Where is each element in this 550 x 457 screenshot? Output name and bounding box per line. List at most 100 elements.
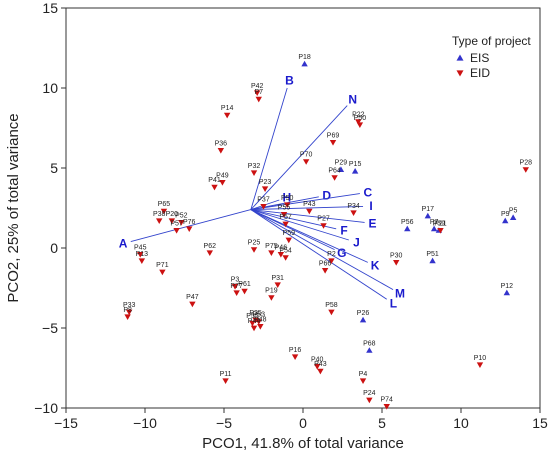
point-label: P37 — [257, 196, 270, 203]
vector-label: C — [363, 185, 372, 199]
point-label: P2 — [327, 251, 336, 258]
point-label: P10 — [474, 355, 487, 362]
point-label: P9 — [501, 211, 510, 218]
data-point — [274, 282, 281, 288]
data-point — [366, 397, 373, 404]
vector-group: A B N H D CIE FJG K ML — [119, 73, 405, 310]
vector-label: L — [390, 297, 397, 311]
x-tick-label: 10 — [453, 415, 469, 431]
x-tick-label: −10 — [133, 415, 157, 431]
point-label: P28 — [520, 160, 533, 167]
data-point — [291, 354, 299, 360]
data-point — [250, 170, 258, 176]
vector-line — [250, 105, 348, 210]
legend-title: Type of project — [452, 34, 531, 48]
legend-label: EID — [470, 66, 490, 80]
point-label: P25 — [248, 240, 261, 247]
x-tick-label: −15 — [54, 415, 78, 431]
data-point — [250, 247, 258, 253]
data-point — [211, 184, 218, 191]
data-point — [124, 314, 131, 320]
point-label: P70 — [300, 152, 313, 159]
data-point — [233, 290, 240, 296]
x-axis-ticks: −15 −10 −5 0 5 10 15 — [54, 408, 548, 431]
vector-label: G — [337, 246, 346, 260]
point-label: P59 — [283, 230, 296, 237]
point-label: P35 — [249, 310, 262, 317]
point-label: P48 — [254, 316, 267, 323]
point-label: P30 — [390, 252, 403, 259]
data-point — [282, 255, 289, 261]
vector-line — [250, 209, 368, 263]
data-point — [306, 208, 313, 215]
data-point — [282, 221, 289, 228]
data-point — [503, 289, 511, 296]
vector-line — [130, 209, 251, 243]
data-point — [317, 368, 324, 375]
data-point — [302, 159, 310, 165]
point-label: P44 — [248, 318, 261, 325]
point-label: P51 — [426, 251, 439, 258]
point-label: P42 — [251, 83, 264, 90]
point-label: P7 — [254, 89, 263, 96]
data-point — [138, 258, 146, 264]
point-label: P47 — [186, 294, 199, 301]
data-point — [252, 317, 259, 324]
vector-line — [250, 209, 394, 290]
point-label: P66 — [319, 260, 332, 267]
data-point — [502, 217, 509, 224]
point-label: P11 — [220, 371, 232, 378]
data-point — [217, 148, 225, 154]
vector-line — [250, 209, 387, 300]
point-label: P38 — [153, 211, 166, 218]
data-point — [424, 212, 432, 219]
point-label: P24 — [363, 390, 376, 397]
point-label: P49 — [216, 172, 229, 179]
vector-label: J — [353, 235, 360, 249]
vector-line — [250, 193, 360, 211]
point-label: P21 — [434, 220, 447, 227]
point-label: P55 — [246, 313, 259, 320]
vector-label: A — [119, 237, 128, 251]
data-point — [222, 378, 229, 384]
data-point — [249, 320, 256, 327]
vector-label: I — [369, 199, 372, 213]
y-axis-ticks: −10 −5 0 5 10 15 — [34, 0, 66, 416]
point-label: P56 — [401, 219, 414, 226]
point-label: P36 — [215, 140, 228, 147]
vector-label: N — [348, 93, 357, 107]
data-point — [260, 204, 267, 210]
data-point — [509, 214, 517, 220]
vector-line — [250, 209, 365, 223]
point-label: P29 — [335, 160, 348, 167]
data-point — [189, 301, 196, 308]
x-tick-label: 15 — [532, 415, 548, 431]
vector-label: H — [283, 190, 292, 204]
x-tick-label: 0 — [299, 415, 307, 431]
data-point — [186, 226, 193, 232]
data-point — [277, 252, 285, 258]
point-label: P57 — [279, 214, 292, 221]
point-label: P3 — [231, 276, 240, 283]
y-axis-title: PCO2, 25% of total variance — [5, 113, 22, 302]
data-point — [321, 268, 329, 274]
point-label: P17 — [422, 206, 435, 213]
data-point — [268, 295, 275, 301]
data-point — [159, 269, 166, 276]
point-label: P76 — [183, 219, 196, 226]
vector-label: K — [371, 259, 380, 273]
point-label: P54 — [279, 248, 292, 255]
data-point — [301, 60, 308, 67]
data-point — [393, 260, 400, 266]
point-label: P43 — [314, 361, 327, 368]
data-point — [404, 225, 411, 232]
y-tick-label: 15 — [42, 0, 58, 16]
data-point — [355, 119, 362, 125]
point-label: P61 — [238, 281, 251, 288]
point-label: P12 — [501, 283, 514, 290]
point-label: P15 — [349, 161, 362, 168]
data-point — [223, 112, 231, 119]
